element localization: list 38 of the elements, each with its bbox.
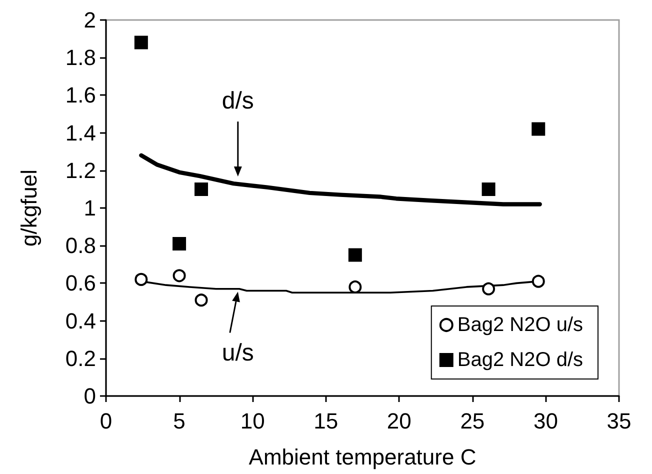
y-tick-label: 1.6 — [65, 82, 96, 108]
y-tick-label: 0.6 — [65, 270, 96, 296]
point — [172, 236, 186, 250]
point — [194, 294, 208, 307]
x-axis-title: Ambient temperature C — [248, 444, 476, 470]
y-tick-label: 1 — [84, 196, 96, 220]
line-series — [139, 153, 542, 206]
y-tick-label: 1.2 — [65, 158, 96, 183]
legend-label: Bag2 N2O u/s — [457, 314, 583, 336]
x-tick-label: 25 — [460, 408, 485, 434]
y-tick-label: 0.2 — [65, 346, 96, 371]
annotation: d/s — [222, 88, 254, 115]
x-tick-label: 20 — [386, 408, 412, 434]
point — [348, 280, 362, 294]
point — [532, 274, 545, 288]
x-tick-label: 30 — [533, 408, 558, 434]
y-tick-label: 2 — [84, 8, 96, 32]
y-tick-label: 0.4 — [65, 308, 96, 334]
y-tick-label: 1.4 — [65, 120, 96, 146]
x-tick-label: 15 — [314, 408, 338, 434]
x-tick-label: 10 — [240, 408, 265, 434]
legend-label: Bag2 N2O d/s — [457, 349, 583, 371]
y-tick-label: 1.8 — [65, 45, 96, 70]
point — [348, 248, 362, 262]
point — [482, 182, 496, 196]
x-tick-label: 35 — [606, 408, 632, 434]
point — [194, 182, 208, 196]
x-tick-label: 5 — [173, 408, 186, 434]
y-axis-title: g/kgfuel — [16, 169, 42, 247]
point — [482, 282, 496, 296]
point — [532, 122, 546, 136]
annotation: u/s — [222, 340, 254, 367]
point — [134, 36, 148, 50]
y-tick-label: 0 — [84, 384, 96, 408]
x-tick-label: 0 — [100, 408, 112, 434]
point — [172, 269, 186, 282]
point — [134, 272, 148, 286]
y-tick-label: 0.8 — [65, 233, 96, 258]
